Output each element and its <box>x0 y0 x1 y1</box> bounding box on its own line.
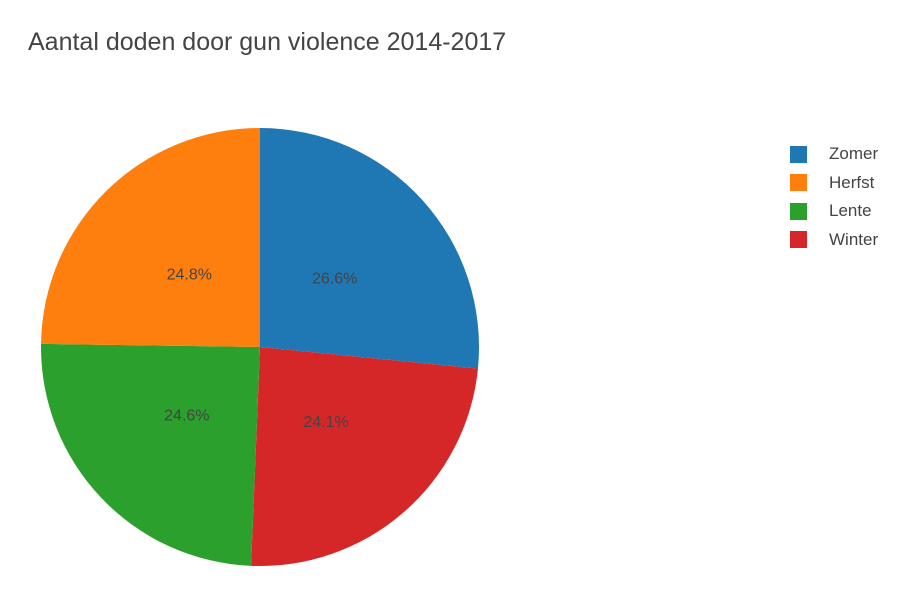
legend-label: Zomer <box>829 144 879 164</box>
pie-slice-lente[interactable] <box>41 343 261 566</box>
chart-title: Aantal doden door gun violence 2014-2017 <box>28 28 507 56</box>
pie-slices <box>41 128 480 566</box>
legend-swatch <box>790 145 807 163</box>
legend-label: Herfst <box>829 172 875 192</box>
pie-slice-zomer[interactable] <box>260 128 480 369</box>
legend: Zomer Herfst Lente Winter <box>790 140 878 254</box>
legend-item-2[interactable]: Lente <box>790 197 878 226</box>
pie-slice-labels: 26.6% 24.1% 24.6% 24.8% <box>164 266 357 431</box>
pie-slice-label: 24.8% <box>167 266 212 283</box>
pie-slice-label: 24.6% <box>164 407 209 424</box>
pie-slice-winter[interactable] <box>251 347 478 566</box>
legend-item-1[interactable]: Herfst <box>790 169 878 198</box>
legend-item-0[interactable]: Zomer <box>790 140 878 169</box>
legend-swatch <box>790 202 807 220</box>
pie-slice-herfst[interactable] <box>41 128 261 347</box>
pie-slice-label: 24.1% <box>303 414 348 431</box>
pie-slice-label: 26.6% <box>312 271 357 288</box>
legend-swatch <box>790 231 807 249</box>
legend-label: Winter <box>829 229 879 249</box>
legend-item-3[interactable]: Winter <box>790 226 878 255</box>
legend-swatch <box>790 174 807 192</box>
legend-label: Lente <box>829 201 872 221</box>
